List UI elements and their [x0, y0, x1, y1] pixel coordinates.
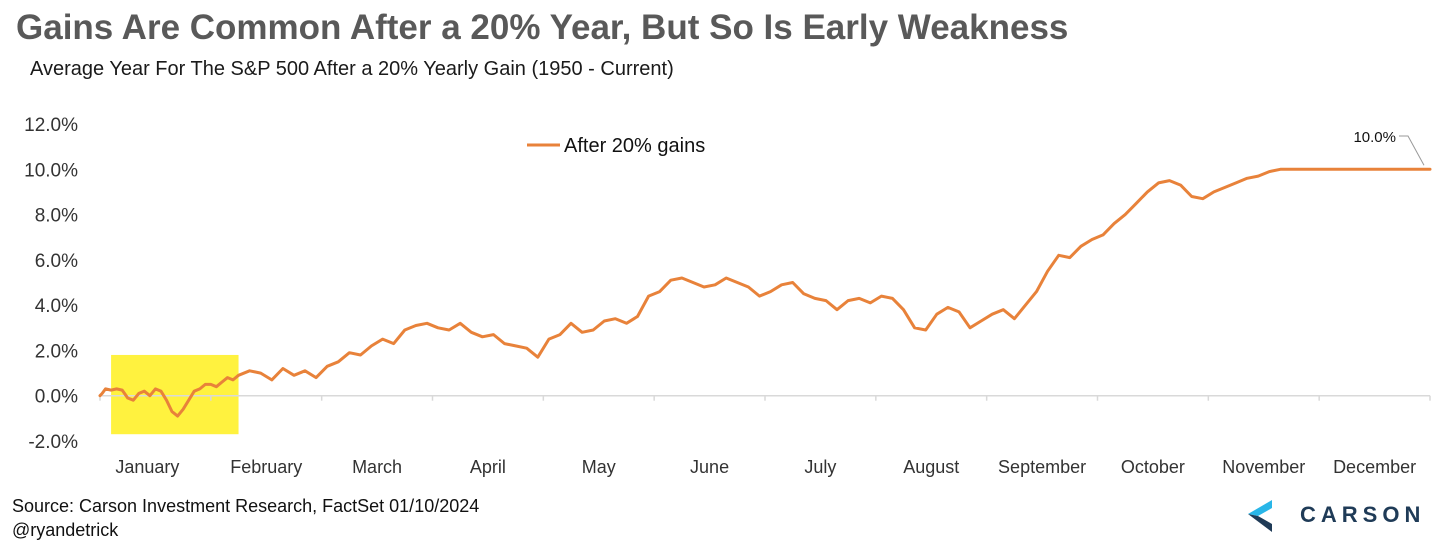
chart-title: Gains Are Common After a 20% Year, But S…: [16, 8, 1069, 47]
x-tick-label: December: [1333, 457, 1416, 477]
chart-subtitle: Average Year For The S&P 500 After a 20%…: [30, 58, 674, 80]
brand-name: CARSON: [1300, 502, 1426, 527]
y-tick-label: 0.0%: [35, 387, 78, 408]
y-tick-label: 6.0%: [35, 251, 78, 272]
carson-logo-mark-icon: [1248, 500, 1272, 532]
x-tick-label: August: [903, 457, 959, 477]
source-note: Source: Carson Investment Research, Fact…: [12, 494, 479, 542]
y-tick-label: 4.0%: [35, 296, 78, 317]
y-tick-label: 8.0%: [35, 206, 78, 227]
x-tick-label: July: [804, 457, 836, 477]
x-tick-label: November: [1222, 457, 1305, 477]
legend-label: After 20% gains: [564, 135, 705, 157]
highlight-box: [111, 354, 239, 435]
logo-shape-bottom: [1248, 514, 1272, 532]
logo-shape-top: [1248, 500, 1272, 516]
x-tick-label: May: [582, 457, 616, 477]
source-text: Source: Carson Investment Research, Fact…: [12, 496, 480, 516]
author-handle: @ryandetrick: [12, 520, 119, 540]
series-line: [98, 167, 1432, 418]
x-tick-label: January: [115, 457, 179, 477]
series-layer: [98, 167, 1432, 418]
annotation-layer: 10.0%: [1353, 129, 1425, 166]
carson-logo: CARSON: [1244, 494, 1444, 534]
x-tick-label: March: [352, 457, 402, 477]
y-tick-label: 10.0%: [24, 160, 78, 181]
end-label-leader: [1399, 135, 1425, 166]
y-tick-label: -2.0%: [28, 432, 78, 453]
x-tick-label: September: [998, 457, 1086, 477]
highlight-layer: [111, 354, 239, 435]
legend: After 20% gains: [527, 135, 705, 157]
y-tick-label: 12.0%: [24, 115, 78, 136]
x-tick-label: October: [1121, 457, 1185, 477]
x-tick-label: April: [470, 457, 506, 477]
end-value-label: 10.0%: [1353, 129, 1396, 146]
x-tick-label: February: [230, 457, 302, 477]
y-tick-label: 2.0%: [35, 341, 78, 362]
x-tick-label: June: [690, 457, 729, 477]
axis-layer: -2.0% 0.0% 2.0% 4.0% 6.0% 8.0% 10.0% 12.0% Janua…: [24, 115, 1431, 477]
